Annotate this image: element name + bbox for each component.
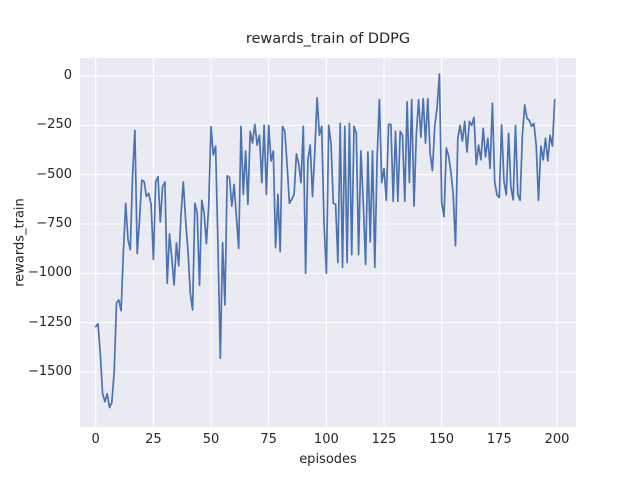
x-tick-label: 50 (202, 432, 220, 447)
y-tick-label: −1000 (28, 265, 72, 281)
x-tick-label: 0 (91, 432, 100, 447)
y-tick-label: −250 (36, 117, 72, 133)
rewards-train-line (94, 73, 556, 409)
y-tick-label: −1250 (28, 314, 72, 330)
x-tick-label: 175 (486, 432, 512, 447)
x-tick-label: 125 (371, 432, 397, 447)
y-tick-label: −500 (36, 166, 72, 182)
x-tick-label: 100 (313, 432, 339, 447)
y-tick-label: 0 (63, 68, 72, 83)
y-tick-label: −1500 (28, 363, 72, 379)
x-tick-label: 150 (429, 432, 455, 447)
x-tick-label: 25 (145, 432, 162, 447)
x-tick-label: 75 (260, 432, 277, 447)
y-tick-label: −750 (36, 215, 72, 231)
x-axis-label: episodes (299, 452, 357, 467)
chart-title: rewards_train of DDPG (245, 31, 411, 47)
x-tick-label: 200 (544, 432, 570, 447)
